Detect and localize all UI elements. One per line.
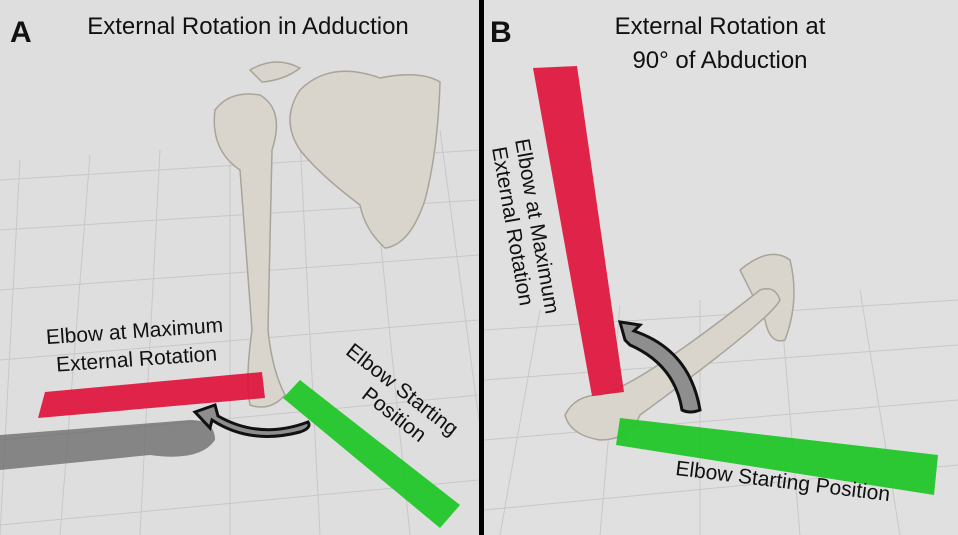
green-bar <box>616 418 938 495</box>
panel-title: External Rotation in Adduction <box>87 13 409 40</box>
green-bar <box>283 380 460 528</box>
rotation-arrow <box>192 403 311 438</box>
scapula <box>289 70 441 249</box>
panel-b: B External Rotation at 90° of Abduction … <box>483 0 958 535</box>
floor-grid <box>0 129 480 535</box>
acromion <box>248 61 302 83</box>
red-bar <box>533 66 624 396</box>
divider <box>479 0 484 535</box>
panel-letter: B <box>490 16 512 49</box>
shadow <box>0 420 215 470</box>
red-bar <box>38 372 265 418</box>
panel-title: 90° of Abduction <box>632 47 807 74</box>
rotation-arrow <box>617 320 702 414</box>
panel-a: A External Rotation in Adduction Elbow a… <box>0 0 480 535</box>
panel-title: External Rotation at <box>615 13 826 40</box>
humerus <box>213 93 286 408</box>
panel-letter: A <box>10 16 32 49</box>
